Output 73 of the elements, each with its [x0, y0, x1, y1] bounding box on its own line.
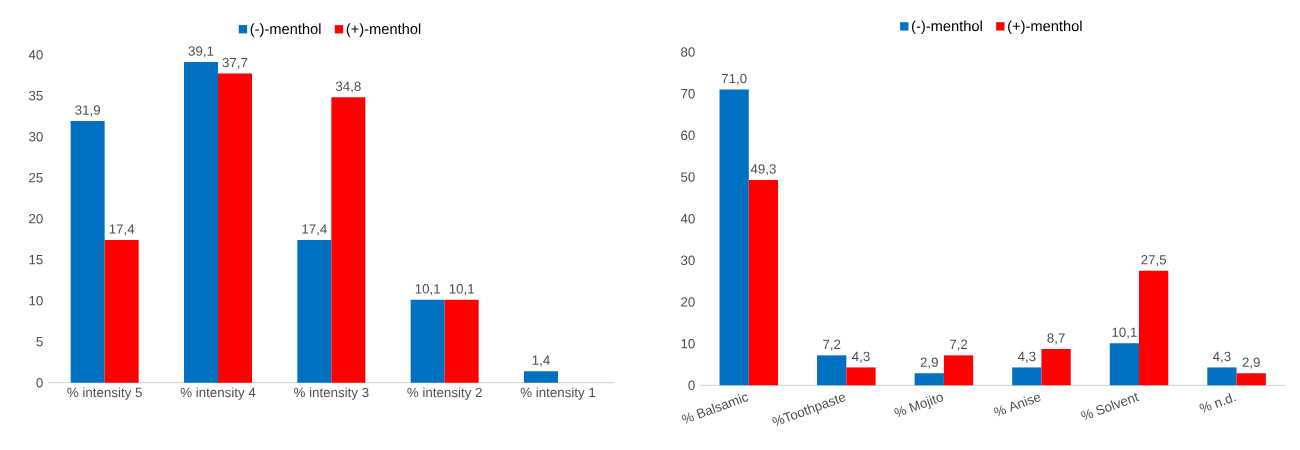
data-label: 49,3 [750, 164, 776, 176]
y-tick-label: 10 [681, 338, 695, 349]
data-label: 17,4 [109, 224, 135, 236]
bar [1109, 343, 1140, 386]
data-label: 4,3 [852, 351, 870, 363]
x-tick-label: % intensity 5 [67, 387, 142, 400]
data-label: 4,3 [1212, 351, 1231, 363]
data-label: 4,3 [1017, 351, 1036, 363]
bar [1207, 367, 1237, 386]
bar [914, 373, 944, 386]
data-label: 2,9 [1242, 357, 1260, 369]
data-label: 71,0 [721, 73, 747, 85]
bar [184, 62, 218, 383]
y-tick-label: 30 [680, 255, 695, 266]
x-tick-label: % intensity 2 [407, 387, 482, 400]
bar [104, 239, 139, 383]
data-label: 10,1 [415, 284, 440, 296]
data-label: 31,9 [75, 105, 101, 117]
y-tick-label: 15 [29, 255, 43, 265]
x-tick-label: % Mojito [894, 394, 943, 418]
data-label: 17,4 [302, 224, 327, 236]
y-tick-label: 20 [681, 297, 695, 307]
y-tick-label: 60 [681, 130, 695, 141]
data-label: 8,7 [1047, 333, 1065, 345]
y-tick-label: 80 [681, 47, 695, 57]
y-tick-label: 70 [681, 88, 695, 99]
y-tick-label: 10 [29, 295, 43, 306]
data-label: 10,1 [449, 284, 474, 296]
bar [331, 97, 366, 383]
bar [218, 73, 252, 383]
data-label: 10,1 [1112, 327, 1137, 339]
y-tick-label: 0 [688, 380, 695, 391]
bar [70, 121, 105, 383]
x-tick-label: % Anise [993, 394, 1041, 417]
bar [748, 179, 779, 386]
y-tick-label: 40 [680, 213, 695, 224]
bar [524, 371, 558, 383]
data-label: 39,1 [188, 46, 214, 58]
bar [1041, 349, 1071, 386]
bar [1012, 367, 1042, 386]
data-label: 34,8 [335, 81, 361, 93]
legend-label: (-)-menthol [912, 20, 982, 35]
y-tick-label: 50 [681, 172, 695, 182]
y-tick-label: 35 [28, 90, 43, 101]
data-label: 27,5 [1141, 255, 1167, 267]
data-label: 7,2 [949, 339, 968, 351]
legend-label: (+)-menthol [346, 23, 421, 37]
y-tick-label: 0 [36, 377, 43, 388]
bar [410, 299, 445, 383]
x-tick-label: % intensity 3 [294, 387, 369, 400]
x-tick-label: % intensity 1 [520, 387, 596, 400]
data-label: 7,2 [823, 339, 841, 351]
bar [1139, 270, 1169, 386]
y-tick-label: 25 [29, 172, 43, 183]
x-tick-label: % intensity 4 [180, 387, 256, 400]
bar [817, 355, 847, 386]
legend-label: (+)-menthol [1008, 20, 1082, 35]
data-label: 1,4 [532, 355, 550, 367]
bar [1236, 373, 1266, 386]
y-tick-label: 40 [28, 49, 43, 60]
x-tick-label: % Solvent [1081, 392, 1140, 421]
bar [943, 355, 974, 386]
data-label: 2,9 [920, 357, 938, 369]
x-tick-label: % n.d. [1199, 392, 1236, 413]
bar [444, 299, 479, 383]
data-label: 37,7 [222, 57, 248, 69]
y-tick-label: 20 [29, 213, 43, 224]
y-tick-label: 30 [28, 131, 43, 142]
legend-label: (-)-menthol [250, 23, 321, 37]
bar [719, 89, 749, 386]
bar [297, 239, 332, 383]
y-tick-label: 5 [36, 337, 43, 347]
bar [846, 367, 876, 386]
